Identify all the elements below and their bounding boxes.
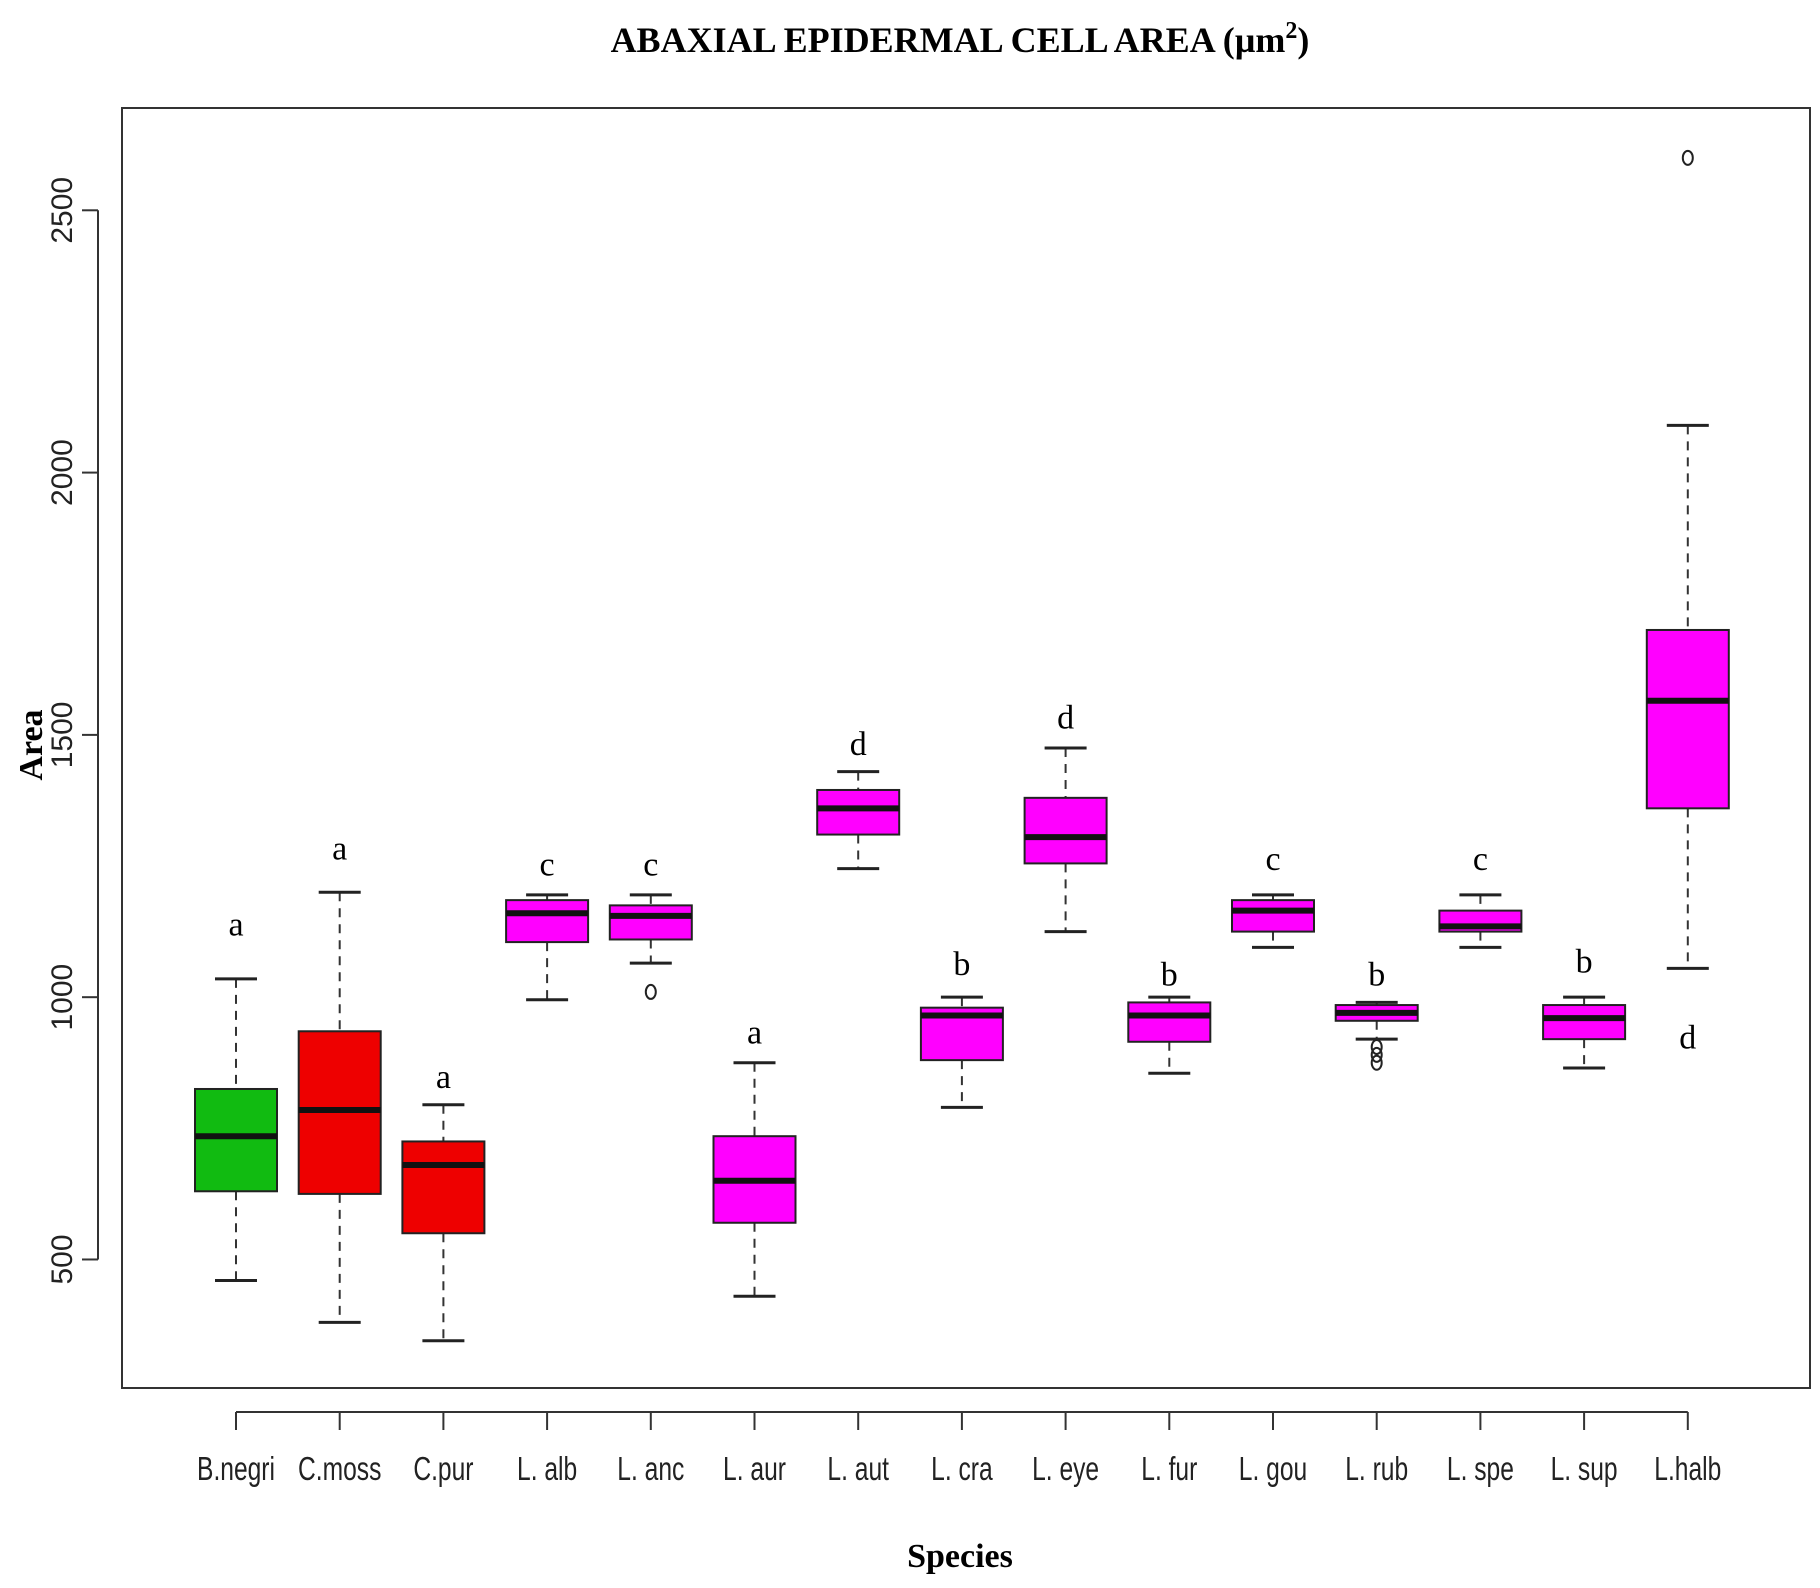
iqr-box (608, 904, 693, 941)
outlier-point (1370, 1039, 1383, 1056)
significance-letter: a (228, 907, 243, 944)
category-label: L. aut (827, 1450, 889, 1488)
box-cmoss (297, 890, 382, 1324)
category-label: L. anc (617, 1450, 684, 1488)
significance-letter: b (1161, 957, 1178, 994)
iqr-box (1231, 899, 1315, 933)
y-tick-label: 2500 (46, 177, 79, 244)
significance-letter: a (436, 1059, 451, 1096)
category-label: L. rub (1345, 1450, 1408, 1488)
box-laur (712, 1061, 797, 1298)
category-label: C.pur (413, 1450, 473, 1488)
iqr-box (1127, 1001, 1212, 1043)
outlier-point (1370, 1054, 1383, 1071)
box-laut (816, 770, 901, 871)
significance-letter: b (1368, 957, 1385, 994)
category-label: L.halb (1654, 1450, 1721, 1488)
box-lrub (1334, 1000, 1419, 1071)
box-lcra (919, 995, 1004, 1109)
plot-frame (121, 107, 1811, 1389)
category-label: L. eye (1032, 1450, 1099, 1488)
significance-letter: c (540, 846, 555, 883)
iqr-box (505, 899, 590, 944)
category-label: L. alb (517, 1450, 577, 1488)
significance-letter: c (1473, 841, 1488, 878)
category-label: L. sup (1551, 1450, 1618, 1488)
iqr-box (1645, 628, 1730, 810)
chart-title-main: ABAXIAL EPIDERMAL CELL AREA (µm (611, 20, 1286, 60)
category-label: L. spe (1447, 1450, 1514, 1488)
chart-title-end: ) (1297, 20, 1309, 60)
iqr-box (1023, 796, 1108, 865)
significance-letter: b (953, 946, 970, 983)
outlier-point (1681, 149, 1694, 166)
category-label: L. cra (931, 1450, 993, 1488)
box-bnegri (194, 977, 278, 1282)
category-label: B.negri (197, 1450, 275, 1488)
y-tick-label: 1000 (46, 964, 79, 1031)
significance-letter: d (850, 726, 867, 763)
x-axis-label: Species (907, 1538, 1013, 1575)
iqr-box (401, 1140, 486, 1235)
box-leye (1023, 746, 1108, 934)
category-label: C.moss (298, 1450, 381, 1488)
outlier-point (1370, 1046, 1383, 1063)
box-lanc (608, 893, 693, 1000)
y-tick-label: 2000 (46, 439, 79, 506)
significance-letter: d (1057, 700, 1074, 737)
y-tick-label: 500 (46, 1234, 79, 1284)
y-tick-label: 1500 (46, 702, 79, 769)
significance-letter: a (747, 1014, 762, 1051)
box-lsup (1542, 995, 1627, 1070)
category-label: L. gou (1239, 1450, 1307, 1488)
iqr-box (1542, 1004, 1627, 1041)
letters-layer: a a a c c a d b d b c b c b d (228, 700, 1696, 1096)
box-cpur (401, 1103, 486, 1343)
significance-letter: c (1265, 841, 1280, 878)
box-lspe (1438, 893, 1523, 949)
box-lfur (1127, 995, 1212, 1075)
outlier-point (644, 983, 657, 1000)
chart-title-superscript: 2 (1285, 18, 1297, 44)
box-lhalb (1645, 149, 1730, 970)
significance-letter: d (1679, 1020, 1696, 1057)
x-axis: B.negri C.moss C.pur L. alb L. anc L. aur L. a… (197, 1411, 1721, 1488)
category-label: L. aur (723, 1450, 786, 1488)
box-lalb (505, 893, 590, 1002)
significance-letter: a (332, 831, 347, 868)
y-axis-label: Area (13, 709, 50, 780)
chart-title: ABAXIAL EPIDERMAL CELL AREA (µm2) (611, 18, 1310, 60)
y-axis: 500 1000 1500 2000 2500 (46, 177, 99, 1285)
iqr-box (816, 788, 901, 836)
iqr-box (194, 1087, 278, 1193)
significance-letter: c (643, 846, 658, 883)
category-label: L. fur (1141, 1450, 1197, 1488)
box-lgou (1231, 893, 1315, 949)
significance-letter: b (1576, 943, 1593, 980)
boxes-layer (194, 149, 1730, 1343)
